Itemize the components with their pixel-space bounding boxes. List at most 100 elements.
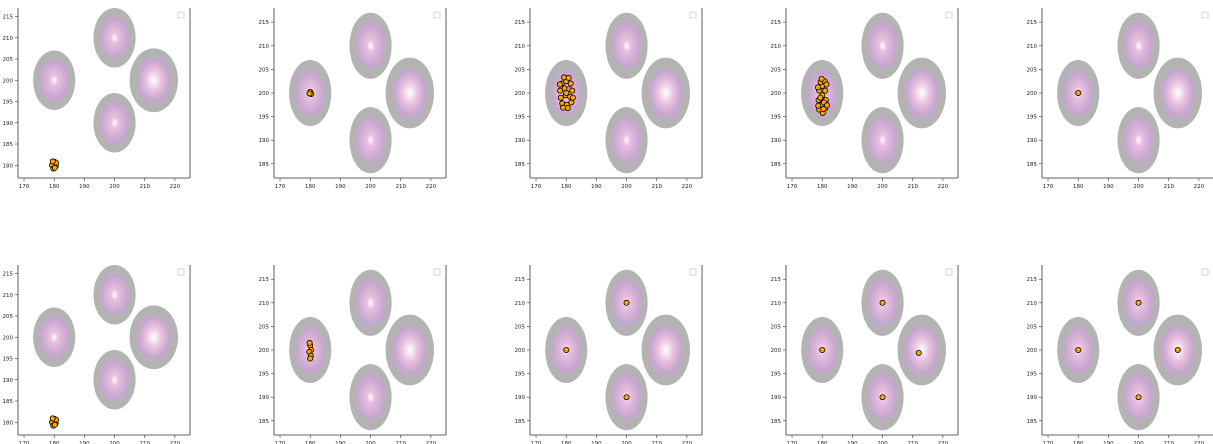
subplot-r2-c4: 170 180 190 200 210 220 185 190 195 200 205 210 215 xyxy=(771,265,959,444)
subplot-r2-c1: 170 180 190 200 210 220 180 185 190 195 200 205 210 2… xyxy=(3,265,191,444)
y-tick-label: 205 xyxy=(1027,67,1038,73)
subplot-r1-c5: 170 180 190 200 210 220 185 190 195 200 205 210 215 xyxy=(1027,8,1213,190)
x-tick-label: 200 xyxy=(877,184,888,190)
y-tick-label: 190 xyxy=(3,378,14,384)
data-point xyxy=(819,76,824,81)
y-tick-label: 200 xyxy=(259,91,270,97)
data-point xyxy=(1136,395,1141,400)
y-tick-label: 190 xyxy=(259,395,270,401)
y-tick-label: 205 xyxy=(3,314,14,320)
y-tick-label: 200 xyxy=(515,91,526,97)
target-blob xyxy=(386,58,434,129)
target-blob xyxy=(349,107,391,173)
y-tick-label: 190 xyxy=(515,395,526,401)
y-tick-label: 195 xyxy=(3,357,14,363)
data-point xyxy=(564,347,569,352)
y-tick-label: 185 xyxy=(515,419,526,425)
target-blob xyxy=(349,364,391,430)
x-tick-label: 170 xyxy=(275,184,286,190)
data-point xyxy=(50,159,55,164)
y-tick-label: 215 xyxy=(3,15,14,21)
x-tick-label: 170 xyxy=(19,184,30,190)
target-blob xyxy=(605,107,647,173)
data-point xyxy=(624,395,629,400)
data-point xyxy=(558,95,563,100)
x-tick-label: 180 xyxy=(49,184,60,190)
y-tick-label: 215 xyxy=(259,20,270,26)
data-point xyxy=(880,300,885,305)
y-tick-label: 185 xyxy=(3,399,14,405)
y-tick-label: 195 xyxy=(259,372,270,378)
data-point xyxy=(1136,300,1141,305)
x-tick-label: 180 xyxy=(305,184,316,190)
x-tick-label: 180 xyxy=(1073,184,1084,190)
data-point xyxy=(916,350,921,355)
y-tick-label: 215 xyxy=(515,277,526,283)
data-point xyxy=(624,300,629,305)
legend-box xyxy=(178,269,184,275)
x-tick-label: 190 xyxy=(591,184,602,190)
y-tick-label: 195 xyxy=(771,115,782,121)
legend-box xyxy=(1202,12,1208,18)
y-tick-label: 185 xyxy=(259,419,270,425)
y-tick-label: 215 xyxy=(259,277,270,283)
y-tick-label: 185 xyxy=(771,419,782,425)
target-blob xyxy=(642,315,690,386)
subplot-r1-c4: 170 180 190 200 210 220185190195200205210215 xyxy=(771,8,959,190)
data-point xyxy=(566,75,571,80)
y-tick-label: 200 xyxy=(259,348,270,354)
y-tick-label: 215 xyxy=(1027,20,1038,26)
legend-box xyxy=(690,269,696,275)
target-blob xyxy=(898,315,946,386)
x-tick-label: 220 xyxy=(1194,184,1205,190)
data-point xyxy=(820,347,825,352)
y-tick-label: 185 xyxy=(1027,419,1038,425)
data-point xyxy=(1175,347,1180,352)
x-tick-label: 200 xyxy=(621,184,632,190)
y-tick-label: 185 xyxy=(515,162,526,168)
target-blob xyxy=(349,13,391,79)
y-tick-label: 205 xyxy=(771,324,782,330)
y-tick-label: 195 xyxy=(515,372,526,378)
x-tick-label: 170 xyxy=(1043,184,1054,190)
y-tick-label: 200 xyxy=(3,335,14,341)
y-tick-label: 210 xyxy=(259,301,270,307)
x-tick-label: 190 xyxy=(1103,184,1114,190)
target-blob xyxy=(93,93,135,153)
data-point xyxy=(308,356,313,361)
target-blob xyxy=(1154,58,1202,129)
y-tick-label: 200 xyxy=(515,348,526,354)
x-tick-label: 210 xyxy=(907,184,918,190)
target-blob xyxy=(349,270,391,336)
y-tick-label: 195 xyxy=(259,115,270,121)
data-point xyxy=(815,85,820,90)
y-tick-label: 210 xyxy=(515,301,526,307)
y-tick-label: 195 xyxy=(771,372,782,378)
x-tick-label: 220 xyxy=(170,184,181,190)
data-point xyxy=(568,81,573,86)
y-tick-label: 215 xyxy=(771,277,782,283)
y-tick-label: 190 xyxy=(3,121,14,127)
y-tick-label: 190 xyxy=(771,138,782,144)
x-tick-label: 190 xyxy=(335,184,346,190)
target-blob xyxy=(1117,107,1159,173)
y-tick-label: 190 xyxy=(1027,395,1038,401)
data-point xyxy=(818,95,823,100)
x-tick-label: 170 xyxy=(531,184,542,190)
target-blob xyxy=(33,51,75,111)
subplot-r1-c2: 170 180 190 200 210 220185190195200205210215 xyxy=(259,8,447,190)
y-tick-label: 210 xyxy=(1027,301,1038,307)
y-tick-label: 195 xyxy=(515,115,526,121)
target-blob xyxy=(605,13,647,79)
x-tick-label: 190 xyxy=(79,184,90,190)
y-tick-label: 215 xyxy=(1027,277,1038,283)
y-tick-label: 210 xyxy=(515,44,526,50)
data-point xyxy=(307,340,312,345)
data-point xyxy=(564,90,569,95)
target-blob xyxy=(93,8,135,68)
data-point xyxy=(821,106,826,111)
x-tick-label: 220 xyxy=(426,184,437,190)
data-point xyxy=(50,416,55,421)
target-blob xyxy=(861,13,903,79)
target-blob xyxy=(1117,13,1159,79)
